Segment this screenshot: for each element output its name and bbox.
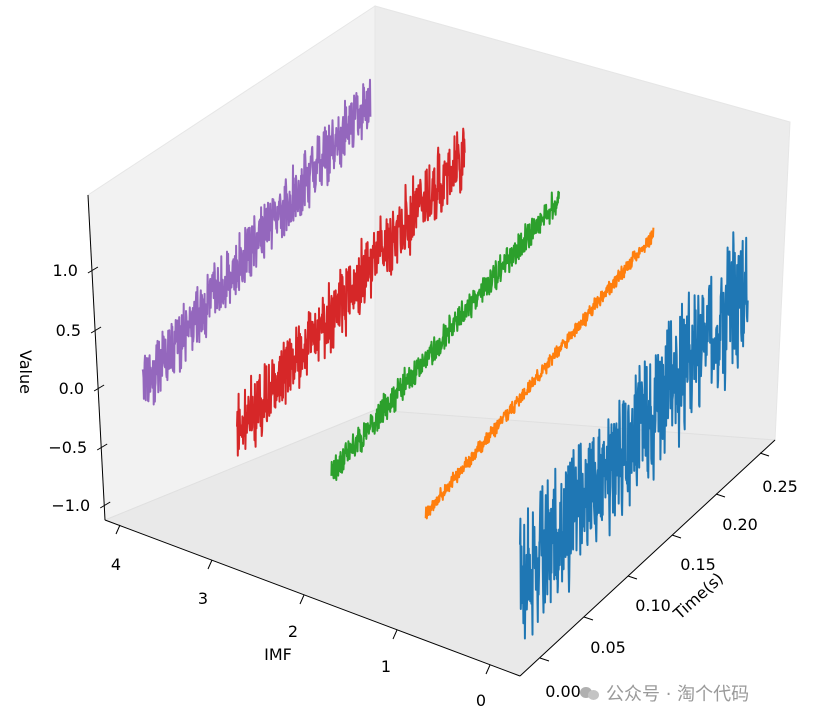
imf-tick-mark [207,559,213,570]
pane-right [374,5,791,441]
imf-tick-mark [299,594,305,605]
chat-bubble-icon [580,685,600,701]
time-tick-mark [671,534,682,539]
z-tick-mark [96,443,108,451]
z-tick-label: 1.0 [52,261,77,280]
time-axis-label: Time(s) [669,569,727,624]
z-tick-label: −0.5 [48,438,87,457]
series-line-imf-1 [424,227,655,520]
time-axis-line [519,439,776,677]
time-tick-label: 0.15 [680,555,716,574]
time-tick-mark [715,493,726,498]
z-tick-mark [93,384,105,392]
imf-tick-label: 1 [381,657,391,676]
z-tick-label: −1.0 [51,496,90,515]
time-tick-mark [583,616,594,621]
imf-tick-label: 3 [198,589,208,608]
time-tick-label: 0.10 [635,596,671,615]
imf-axis-label: IMF [264,645,292,664]
z-tick-mark [99,501,111,509]
watermark: 公众号 · 淘个代码 [580,680,749,706]
time-tick-mark [759,452,770,457]
imf-axis-ticks: 0 1 2 3 4 [111,524,491,710]
z-tick-mark [87,266,99,274]
watermark-text: 公众号 · 淘个代码 [606,684,750,705]
z-tick-label: 0.5 [56,321,81,340]
z-axis-label: Value [16,350,35,394]
imf-tick-label: 4 [111,555,121,574]
time-tick-mark [627,575,638,580]
series-line-imf-4 [141,78,372,406]
z-tick-label: 0.0 [59,379,84,398]
imf-axis-line [104,519,521,677]
imf-tick-mark [115,524,121,535]
imf-tick-label: 0 [476,691,486,710]
time-tick-label: 0.05 [590,638,626,657]
z-tick-mark [90,326,102,334]
imf-tick-mark [392,629,398,640]
time-tick-label: 0.20 [722,515,758,534]
series-line-imf-0 [519,231,749,640]
series-layer [141,78,749,640]
time-tick-mark [539,657,550,662]
time-axis-ticks: 0.00 0.05 0.10 0.15 0.200.25 [539,452,798,701]
series-line-imf-2 [330,190,560,481]
imf-tick-mark [485,664,491,675]
time-tick-label: 0.00 [545,682,581,701]
z-axis-ticks: −1.0 −0.5 0.0 0.5 1.0 [48,261,111,515]
time-tick-label: 0.25 [762,477,798,496]
imf-tick-label: 2 [288,622,298,641]
z-axis-line [87,194,106,521]
series-line-imf-3 [236,127,466,457]
